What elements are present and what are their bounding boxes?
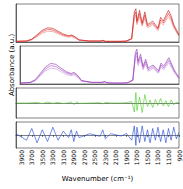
svg-text:Absorbance (a.u.): Absorbance (a.u.): [8, 34, 16, 96]
svg-text:3300: 3300: [49, 150, 56, 165]
svg-text:3100: 3100: [60, 150, 67, 165]
svg-text:1900: 1900: [123, 150, 130, 165]
svg-text:2700: 2700: [81, 150, 88, 165]
svg-text:3900: 3900: [18, 150, 25, 165]
svg-text:900: 900: [176, 150, 183, 162]
svg-text:1700: 1700: [133, 150, 140, 165]
svg-text:1100: 1100: [165, 150, 172, 165]
svg-text:2100: 2100: [112, 150, 119, 165]
svg-text:2300: 2300: [102, 150, 109, 165]
svg-text:Wavenumber (cm⁻¹): Wavenumber (cm⁻¹): [62, 175, 134, 183]
svg-text:3700: 3700: [28, 150, 35, 165]
svg-text:2500: 2500: [91, 150, 98, 165]
svg-text:2900: 2900: [70, 150, 77, 165]
svg-text:3500: 3500: [39, 150, 46, 165]
svg-text:1300: 1300: [154, 150, 161, 165]
svg-text:1500: 1500: [144, 150, 151, 165]
